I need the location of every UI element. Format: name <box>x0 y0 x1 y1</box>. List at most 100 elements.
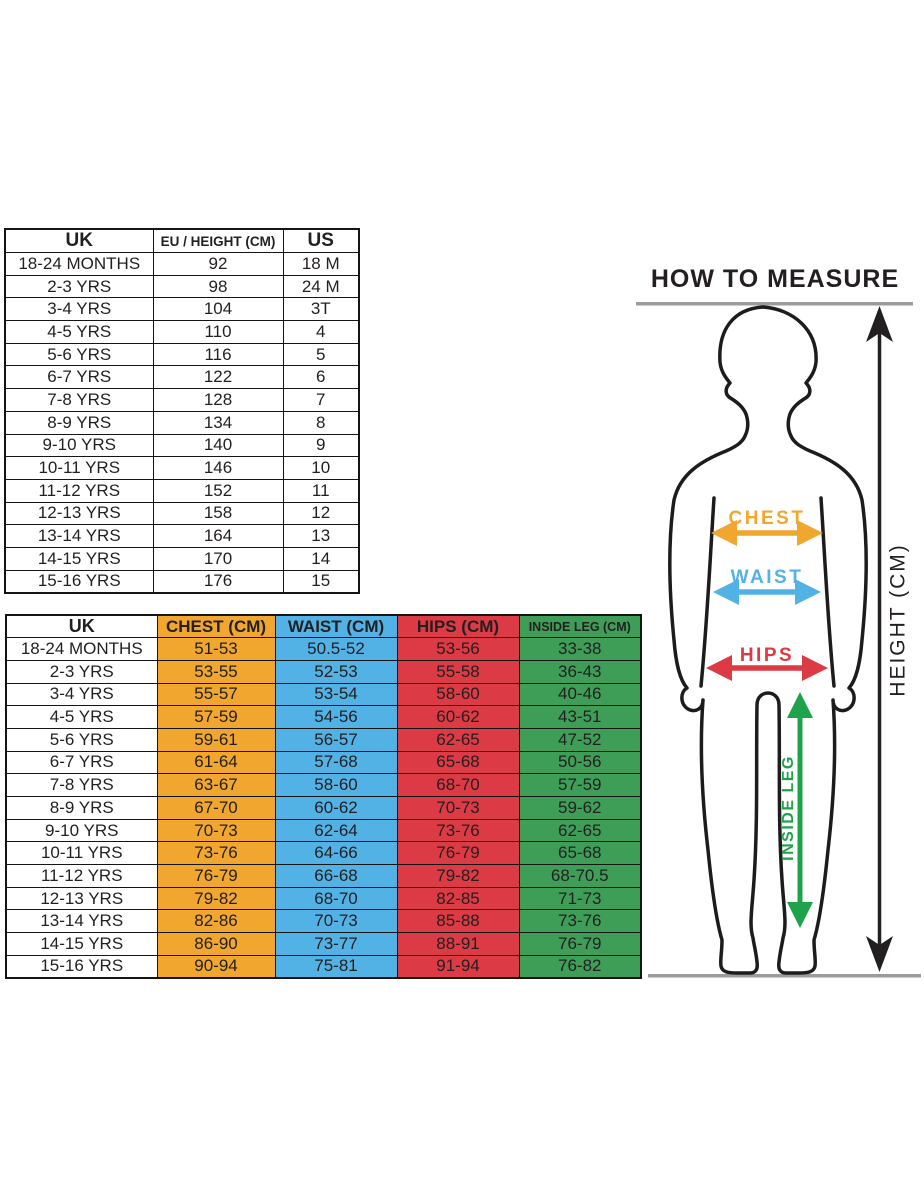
how-to-measure-title: HOW TO MEASURE <box>650 265 900 293</box>
table-cell: 12-13 YRS <box>5 886 158 911</box>
table-cell: 58-60 <box>274 773 398 797</box>
table-cell: 54-56 <box>274 705 398 729</box>
table-cell: 62-64 <box>274 818 398 843</box>
table-row: 7-8 YRS 128 7 <box>4 388 360 412</box>
table-cell: 47-52 <box>518 727 642 752</box>
table-cell: 9-10 YRS <box>4 433 154 458</box>
table-cell: 104 <box>152 297 284 322</box>
table-cell: 11 <box>282 478 360 503</box>
table-cell: 36-43 <box>518 659 642 684</box>
table-cell: 62-65 <box>518 818 642 843</box>
table-cell: 79-82 <box>396 864 520 888</box>
table-cell: 14-15 YRS <box>5 932 158 956</box>
table-cell: 14-15 YRS <box>4 546 154 571</box>
table-cell: 70-73 <box>396 796 520 820</box>
column-header: EU / HEIGHT (CM) <box>152 228 284 253</box>
table-cell: 70-73 <box>274 909 398 934</box>
table-row: 13-14 YRS 82-86 70-73 85-88 73-76 <box>5 909 642 934</box>
table-cell: 5-6 YRS <box>4 342 154 367</box>
table-cell: 152 <box>152 478 284 503</box>
table-row: 18-24 MONTHS 92 18 M <box>4 252 360 276</box>
table-cell: 15-16 YRS <box>4 569 154 594</box>
table-cell: 85-88 <box>396 909 520 934</box>
column-header: UK <box>5 614 158 639</box>
header-row: UK EU / HEIGHT (CM) US <box>4 228 360 253</box>
how-to-measure-diagram: HEIGHT (CM) CHEST WAIST HIPS <box>636 302 921 978</box>
table-cell: 4 <box>282 320 360 344</box>
table-cell: 7-8 YRS <box>5 773 158 797</box>
table-cell: 82-85 <box>396 886 520 911</box>
table-cell: 122 <box>152 365 284 390</box>
table-cell: 50.5-52 <box>274 637 398 661</box>
table-cell: 59-61 <box>156 727 276 752</box>
table-cell: 6 <box>282 365 360 390</box>
table-row: 8-9 YRS 67-70 60-62 70-73 59-62 <box>5 796 642 820</box>
table-cell: 134 <box>152 410 284 435</box>
height-arrow-icon <box>866 306 893 972</box>
table-cell: 68-70 <box>274 886 398 911</box>
table-cell: 10-11 YRS <box>4 456 154 480</box>
table-cell: 60-62 <box>274 796 398 820</box>
table-row: 12-13 YRS 79-82 68-70 82-85 71-73 <box>5 886 642 911</box>
table-cell: 70-73 <box>156 818 276 843</box>
table-cell: 116 <box>152 342 284 367</box>
table-cell: 4-5 YRS <box>5 705 158 729</box>
column-header: HIPS (CM) <box>396 614 520 639</box>
table-cell: 10 <box>282 456 360 480</box>
table-cell: 76-79 <box>156 864 276 888</box>
table-row: 15-16 YRS 90-94 75-81 91-94 76-82 <box>5 954 642 979</box>
table-cell: 73-76 <box>156 841 276 866</box>
table-cell: 76-82 <box>518 954 642 979</box>
table-cell: 7 <box>282 388 360 412</box>
table-row: 2-3 YRS 53-55 52-53 55-58 36-43 <box>5 659 642 684</box>
waist-label: WAIST <box>731 567 804 588</box>
table-cell: 86-90 <box>156 932 276 956</box>
table-cell: 91-94 <box>396 954 520 979</box>
inside-leg-label: INSIDE LEG <box>780 755 797 861</box>
table-cell: 15-16 YRS <box>5 954 158 979</box>
table-cell: 53-56 <box>396 637 520 661</box>
table-cell: 61-64 <box>156 750 276 775</box>
table-cell: 50-56 <box>518 750 642 775</box>
table-cell: 79-82 <box>156 886 276 911</box>
hips-arrow-icon <box>706 655 828 681</box>
left-inner-arm-line <box>699 496 716 688</box>
table-row: 6-7 YRS 122 6 <box>4 365 360 390</box>
table-cell: 3-4 YRS <box>5 682 158 707</box>
title-underline <box>636 302 913 306</box>
table-cell: 158 <box>152 501 284 526</box>
column-header: INSIDE LEG (CM) <box>518 614 642 639</box>
table-cell: 12 <box>282 501 360 526</box>
ground-line <box>648 974 921 978</box>
table-cell: 9 <box>282 433 360 458</box>
table-cell: 56-57 <box>274 727 398 752</box>
table-cell: 55-57 <box>156 682 276 707</box>
table-cell: 43-51 <box>518 705 642 729</box>
table-cell: 73-76 <box>396 818 520 843</box>
table-cell: 18-24 MONTHS <box>5 637 158 661</box>
height-label: HEIGHT (CM) <box>887 543 910 696</box>
table-cell: 9-10 YRS <box>5 818 158 843</box>
table-cell: 82-86 <box>156 909 276 934</box>
table-cell: 24 M <box>282 274 360 299</box>
column-header: CHEST (CM) <box>156 614 276 639</box>
right-inner-arm-line <box>819 496 836 688</box>
table-cell: 128 <box>152 388 284 412</box>
table-row: 14-15 YRS 86-90 73-77 88-91 76-79 <box>5 932 642 956</box>
child-body-silhouette <box>668 305 868 975</box>
table-cell: 5-6 YRS <box>5 727 158 752</box>
table-cell: 18-24 MONTHS <box>4 252 154 276</box>
table-cell: 63-67 <box>156 773 276 797</box>
table-cell: 8-9 YRS <box>4 410 154 435</box>
table-row: 9-10 YRS 70-73 62-64 73-76 62-65 <box>5 818 642 843</box>
table-cell: 98 <box>152 274 284 299</box>
table-cell: 13-14 YRS <box>4 524 154 548</box>
table-cell: 13 <box>282 524 360 548</box>
table-cell: 51-53 <box>156 637 276 661</box>
table-cell: 59-62 <box>518 796 642 820</box>
table-cell: 15 <box>282 569 360 594</box>
table-cell: 146 <box>152 456 284 480</box>
table-row: 7-8 YRS 63-67 58-60 68-70 57-59 <box>5 773 642 797</box>
table-cell: 6-7 YRS <box>4 365 154 390</box>
table-cell: 90-94 <box>156 954 276 979</box>
